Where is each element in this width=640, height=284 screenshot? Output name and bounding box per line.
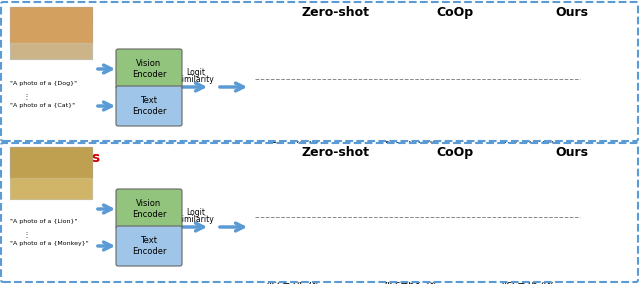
Text: ⋮: ⋮ xyxy=(10,231,31,237)
Text: Logit: Logit xyxy=(186,68,205,77)
Text: Base class: Base class xyxy=(12,12,93,26)
Text: "A photo of a {Cat}": "A photo of a {Cat}" xyxy=(10,103,75,108)
Bar xyxy=(532,258,544,261)
Text: P(c|x): P(c|x) xyxy=(256,43,278,52)
Text: ΔP = 0.07: ΔP = 0.07 xyxy=(529,212,559,216)
Bar xyxy=(435,115,445,121)
Text: 0.78: 0.78 xyxy=(239,212,255,221)
Text: Cat: Cat xyxy=(259,78,273,87)
Bar xyxy=(379,233,390,261)
Text: Text
Encoder: Text Encoder xyxy=(132,236,166,256)
Text: Acc=74.2%: Acc=74.2% xyxy=(266,280,322,284)
Bar xyxy=(260,89,272,121)
Bar xyxy=(287,244,301,261)
Text: Ours: Ours xyxy=(556,146,589,159)
Text: Vision
Encoder: Vision Encoder xyxy=(132,59,166,79)
Bar xyxy=(379,73,390,121)
Text: Acc=82.7%: Acc=82.7% xyxy=(384,140,440,150)
Text: Novel class: Novel class xyxy=(12,151,100,165)
Text: Zero-shot: Zero-shot xyxy=(301,146,369,159)
Text: Zero-shot: Zero-shot xyxy=(301,6,369,19)
Text: "A photo of a {Monkey}": "A photo of a {Monkey}" xyxy=(10,241,89,247)
Bar xyxy=(262,225,277,261)
Text: P(c|x): P(c|x) xyxy=(256,183,278,192)
FancyBboxPatch shape xyxy=(1,2,638,141)
FancyBboxPatch shape xyxy=(116,189,182,229)
Bar xyxy=(279,110,291,121)
Text: Cat: Cat xyxy=(508,55,523,64)
Text: P(c|x): P(c|x) xyxy=(491,43,513,52)
Text: Acc=83.4%: Acc=83.4% xyxy=(501,140,557,150)
Bar xyxy=(551,115,563,121)
Text: CoOp: CoOp xyxy=(436,6,474,19)
Bar xyxy=(10,7,92,59)
Text: Similarity: Similarity xyxy=(178,75,214,84)
Bar xyxy=(416,118,427,121)
Text: CoOp: CoOp xyxy=(436,146,474,159)
Text: Lion: Lion xyxy=(394,215,412,224)
Text: P(c|x): P(c|x) xyxy=(374,183,396,192)
Text: ΔP = −0.02: ΔP = −0.02 xyxy=(412,219,447,224)
Text: Logit: Logit xyxy=(186,208,205,217)
Bar xyxy=(316,118,328,121)
Text: "A photo of a {Dog}": "A photo of a {Dog}" xyxy=(10,82,77,87)
Text: Acc=63.2%: Acc=63.2% xyxy=(384,280,440,284)
Text: Ours: Ours xyxy=(556,6,589,19)
Text: ⋮: ⋮ xyxy=(10,93,31,99)
Bar xyxy=(495,67,507,121)
Text: Text
Encoder: Text Encoder xyxy=(132,96,166,116)
Bar xyxy=(298,118,309,121)
Text: Acc=76.4%: Acc=76.4% xyxy=(501,280,557,284)
Text: Lion: Lion xyxy=(260,214,279,222)
Bar xyxy=(397,226,408,261)
Text: Acc=69.3%: Acc=69.3% xyxy=(266,140,322,150)
Bar xyxy=(532,118,544,121)
FancyBboxPatch shape xyxy=(116,226,182,266)
Text: 0.74: 0.74 xyxy=(238,75,255,83)
Bar xyxy=(10,147,92,199)
Text: Cat: Cat xyxy=(391,62,406,71)
FancyBboxPatch shape xyxy=(116,86,182,126)
Bar xyxy=(495,233,507,261)
Bar xyxy=(311,258,326,261)
Text: Lion: Lion xyxy=(527,200,545,209)
FancyBboxPatch shape xyxy=(116,49,182,89)
Bar xyxy=(514,110,525,121)
Text: "A photo of a {Lion}": "A photo of a {Lion}" xyxy=(10,220,77,224)
Text: P(c|x): P(c|x) xyxy=(491,183,513,192)
Text: P(c|x): P(c|x) xyxy=(374,43,396,52)
Text: ΔP = 0.08: ΔP = 0.08 xyxy=(394,74,423,79)
FancyBboxPatch shape xyxy=(1,143,638,282)
Bar xyxy=(416,258,427,261)
Bar xyxy=(397,110,408,121)
Bar xyxy=(514,211,525,261)
Bar xyxy=(435,255,445,261)
Text: Similarity: Similarity xyxy=(178,215,214,224)
Bar xyxy=(551,255,563,261)
Text: ΔP = 0.12: ΔP = 0.12 xyxy=(511,70,540,75)
Text: Vision
Encoder: Vision Encoder xyxy=(132,199,166,219)
